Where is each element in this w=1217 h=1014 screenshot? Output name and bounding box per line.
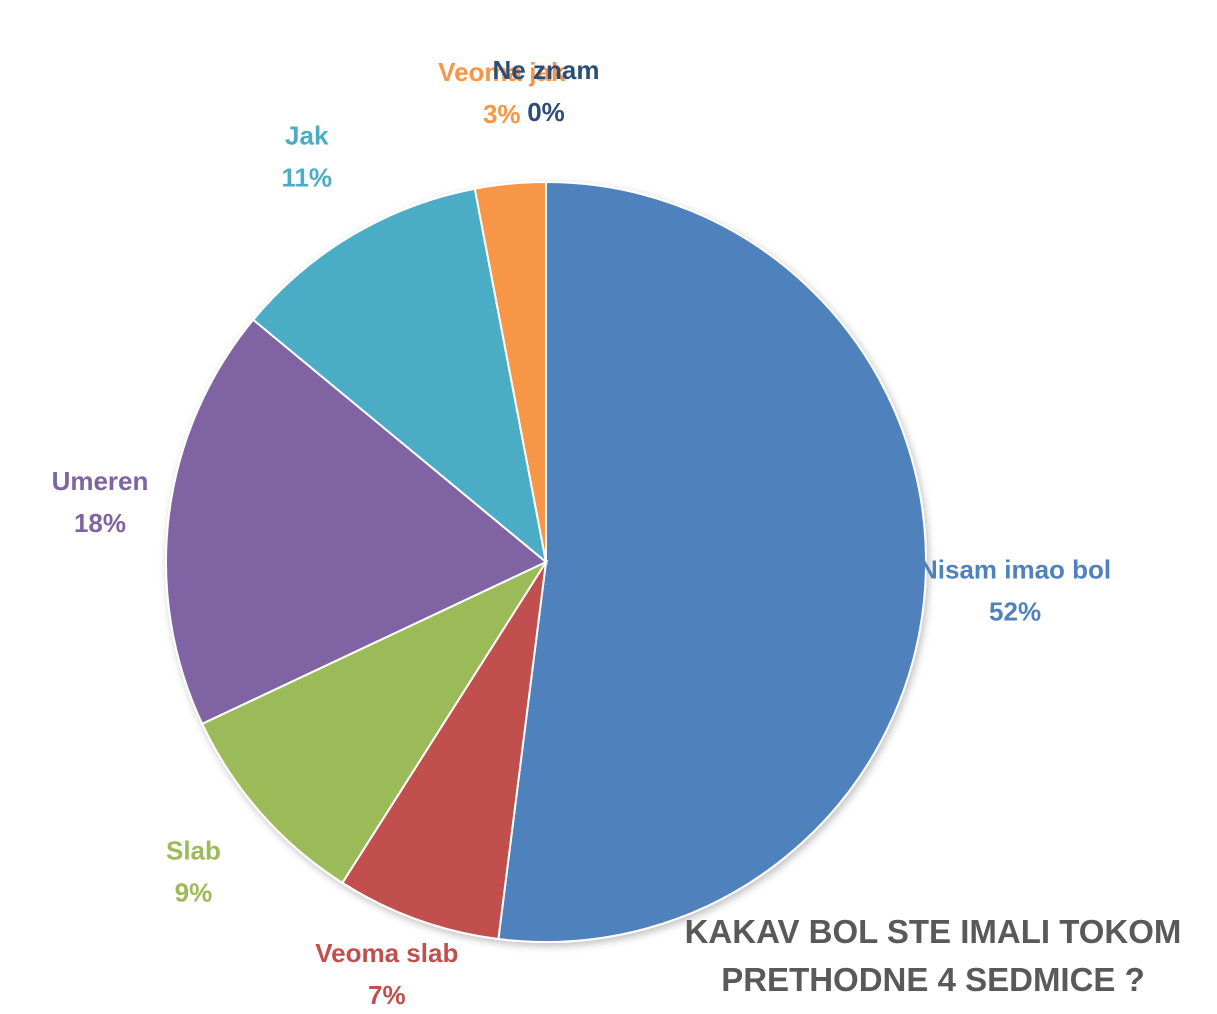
slice-label: Jak [285, 120, 329, 150]
slice-label: Nisam imao bol [919, 554, 1111, 584]
slice-value-label: 7% [368, 980, 406, 1010]
pie-slice [497, 180, 927, 943]
pie-slice [200, 559, 549, 885]
slice-label: Veoma slab [315, 938, 458, 968]
slice-value-label: 9% [175, 878, 213, 908]
slice-label: Umeren [52, 466, 149, 496]
pie-slice [341, 561, 547, 941]
slice-value-label: 11% [281, 162, 332, 192]
pie-slice [473, 180, 547, 563]
slice-value-label: 0% [527, 97, 565, 127]
slice-label: Slab [166, 836, 221, 866]
slice-label: Veoma jak [438, 57, 566, 87]
slice-value-label: 52% [989, 596, 1041, 626]
slice-label: Ne znam [493, 55, 600, 85]
slice-value-label: 3% [483, 99, 521, 129]
slices [165, 180, 927, 943]
pie-slice [165, 318, 548, 726]
slice-value-label: 18% [74, 508, 126, 538]
pie-slice [251, 187, 548, 565]
chart-title: KAKAV BOL STE IMALI TOKOM PRETHODNE 4 SE… [684, 913, 1182, 998]
